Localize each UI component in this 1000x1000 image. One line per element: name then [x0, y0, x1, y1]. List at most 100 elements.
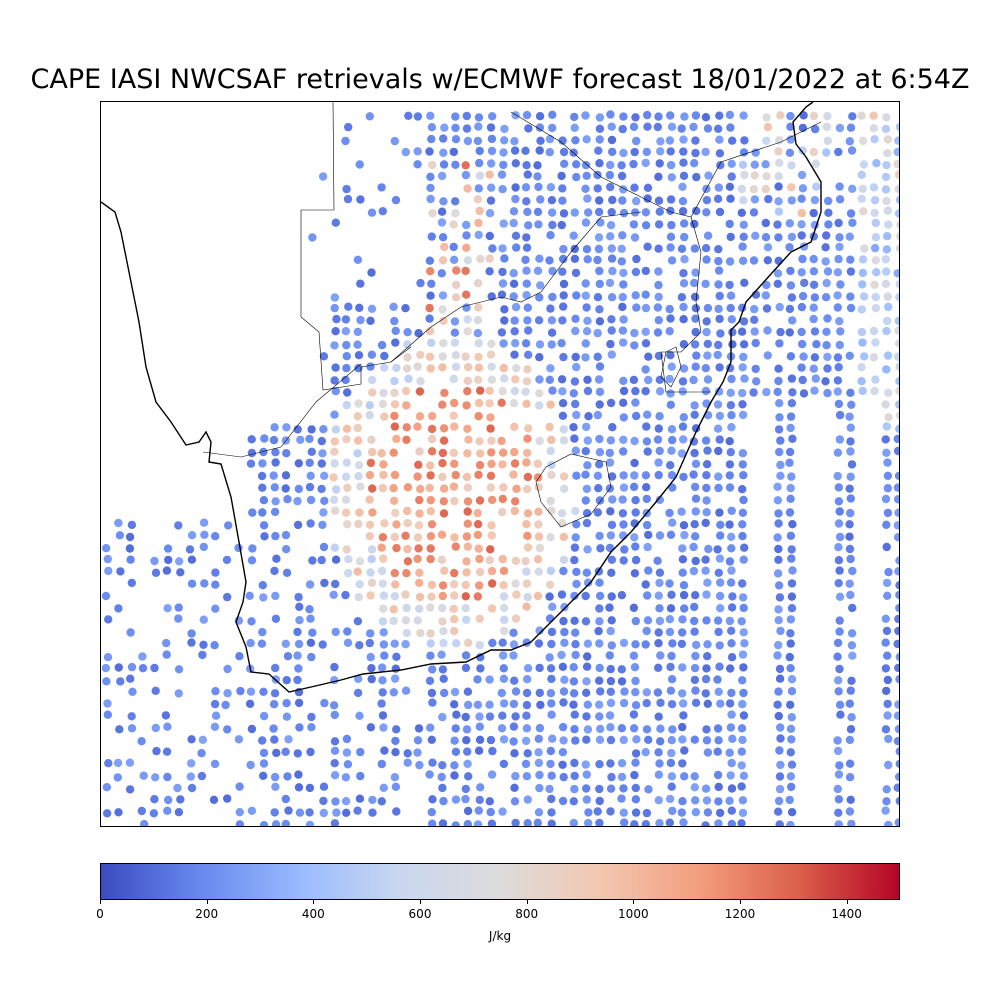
retrieval-point [642, 147, 651, 157]
retrieval-point [631, 640, 640, 649]
retrieval-point [882, 797, 891, 806]
retrieval-point [449, 448, 458, 458]
retrieval-point [451, 821, 460, 826]
retrieval-point [691, 494, 701, 503]
retrieval-point [354, 364, 363, 373]
retrieval-point [510, 422, 519, 431]
retrieval-point [365, 638, 374, 648]
retrieval-point [199, 640, 208, 649]
retrieval-point [103, 653, 113, 662]
retrieval-point [367, 435, 376, 444]
retrieval-point [199, 615, 208, 624]
retrieval-point [702, 616, 711, 625]
retrieval-point [379, 591, 389, 600]
retrieval-point [269, 700, 279, 709]
retrieval-point [895, 122, 899, 132]
retrieval-point [330, 746, 340, 755]
retrieval-point [691, 314, 700, 323]
retrieval-point [584, 808, 593, 817]
retrieval-point [535, 353, 544, 362]
retrieval-point [774, 425, 784, 434]
retrieval-point [834, 363, 843, 372]
retrieval-point [246, 638, 255, 648]
retrieval-point [701, 386, 711, 396]
retrieval-point [654, 316, 663, 325]
retrieval-point [176, 568, 185, 577]
retrieval-point [101, 591, 111, 601]
retrieval-point [632, 254, 641, 264]
retrieval-point [593, 410, 602, 420]
retrieval-point [510, 749, 519, 758]
retrieval-point [125, 785, 135, 794]
retrieval-point [606, 626, 615, 636]
retrieval-point [846, 725, 856, 734]
retrieval-point [691, 327, 700, 337]
retrieval-point [701, 518, 710, 528]
retrieval-point [845, 351, 854, 360]
retrieval-point [450, 568, 459, 578]
retrieval-point [533, 555, 543, 564]
retrieval-point [728, 592, 737, 601]
retrieval-point [788, 316, 797, 325]
retrieval-point [570, 758, 579, 768]
retrieval-point [546, 231, 555, 240]
retrieval-point [545, 653, 554, 662]
retrieval-point [426, 172, 435, 181]
retrieval-point [738, 388, 747, 398]
retrieval-point [786, 412, 796, 421]
retrieval-point [893, 434, 899, 444]
retrieval-point [787, 293, 797, 302]
retrieval-point [498, 807, 507, 816]
retrieval-point [606, 735, 616, 745]
retrieval-point [655, 412, 664, 421]
retrieval-point [786, 483, 795, 493]
retrieval-point [665, 374, 674, 384]
retrieval-point [582, 245, 592, 254]
retrieval-point [462, 568, 471, 577]
retrieval-point [318, 449, 327, 458]
retrieval-point [524, 326, 533, 335]
retrieval-point [666, 314, 675, 323]
retrieval-point [437, 555, 447, 564]
retrieval-point [835, 340, 844, 350]
retrieval-point [667, 748, 676, 758]
retrieval-point [655, 759, 664, 768]
retrieval-point [330, 759, 339, 768]
retrieval-point [379, 604, 388, 613]
retrieval-point [437, 650, 446, 659]
retrieval-point [294, 770, 303, 779]
retrieval-point [330, 819, 340, 826]
retrieval-point [425, 256, 435, 265]
retrieval-point [462, 290, 471, 299]
retrieval-point [487, 146, 497, 156]
retrieval-point [560, 627, 569, 637]
retrieval-point [439, 424, 449, 433]
retrieval-point [607, 616, 616, 625]
retrieval-point [499, 160, 508, 170]
retrieval-point [581, 760, 590, 769]
retrieval-point [534, 758, 544, 768]
retrieval-point [619, 471, 628, 480]
retrieval-point [449, 242, 458, 252]
retrieval-point [488, 244, 497, 253]
retrieval-point [245, 591, 254, 600]
retrieval-point [475, 171, 485, 180]
retrieval-point [353, 423, 362, 433]
retrieval-point [462, 725, 472, 734]
retrieval-point [293, 651, 302, 660]
retrieval-point [511, 614, 521, 623]
retrieval-point [305, 482, 315, 492]
retrieval-point [665, 627, 675, 637]
retrieval-point [450, 398, 459, 408]
retrieval-point [845, 773, 855, 782]
retrieval-point [126, 674, 135, 683]
colorbar-tick [313, 900, 315, 904]
retrieval-point [559, 616, 568, 626]
retrieval-point [509, 279, 519, 288]
retrieval-point [535, 389, 544, 398]
retrieval-point [617, 244, 626, 253]
retrieval-point [631, 496, 640, 505]
retrieval-point [499, 664, 508, 673]
retrieval-point [739, 111, 748, 120]
retrieval-point [845, 137, 854, 146]
